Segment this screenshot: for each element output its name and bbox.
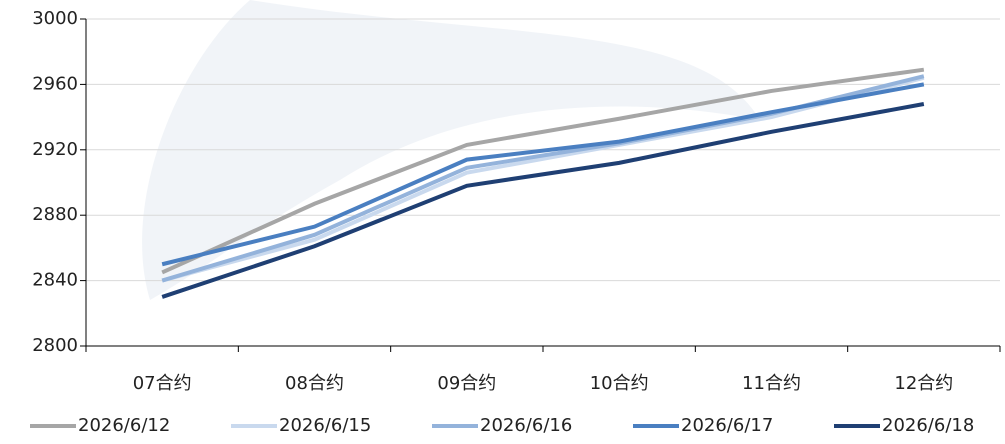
x-tick-label: 11合约 bbox=[742, 373, 801, 394]
y-tick-label: 2800 bbox=[32, 335, 78, 356]
legend-label: 2026/6/16 bbox=[480, 415, 572, 436]
y-tick-label: 2920 bbox=[32, 139, 78, 160]
y-tick-label: 2960 bbox=[32, 73, 78, 94]
y-tick-label: 2840 bbox=[32, 270, 78, 291]
legend-label: 2026/6/15 bbox=[279, 415, 371, 436]
x-tick-label: 07合约 bbox=[133, 373, 192, 394]
y-tick-label: 2880 bbox=[32, 204, 78, 225]
x-tick-label: 08合约 bbox=[285, 373, 344, 394]
x-tick-label: 10合约 bbox=[590, 373, 649, 394]
legend-label: 2026/6/18 bbox=[882, 415, 974, 436]
series-line bbox=[161, 82, 925, 267]
legend-label: 2026/6/12 bbox=[78, 415, 170, 436]
series-line bbox=[161, 75, 925, 283]
y-tick-label: 3000 bbox=[32, 8, 78, 29]
x-tick-label: 12合约 bbox=[894, 373, 953, 394]
x-tick-label: 09合约 bbox=[437, 373, 496, 394]
series-line bbox=[161, 67, 925, 275]
series-line bbox=[161, 102, 925, 299]
watermark bbox=[142, 0, 761, 300]
legend-label: 2026/6/17 bbox=[681, 415, 773, 436]
